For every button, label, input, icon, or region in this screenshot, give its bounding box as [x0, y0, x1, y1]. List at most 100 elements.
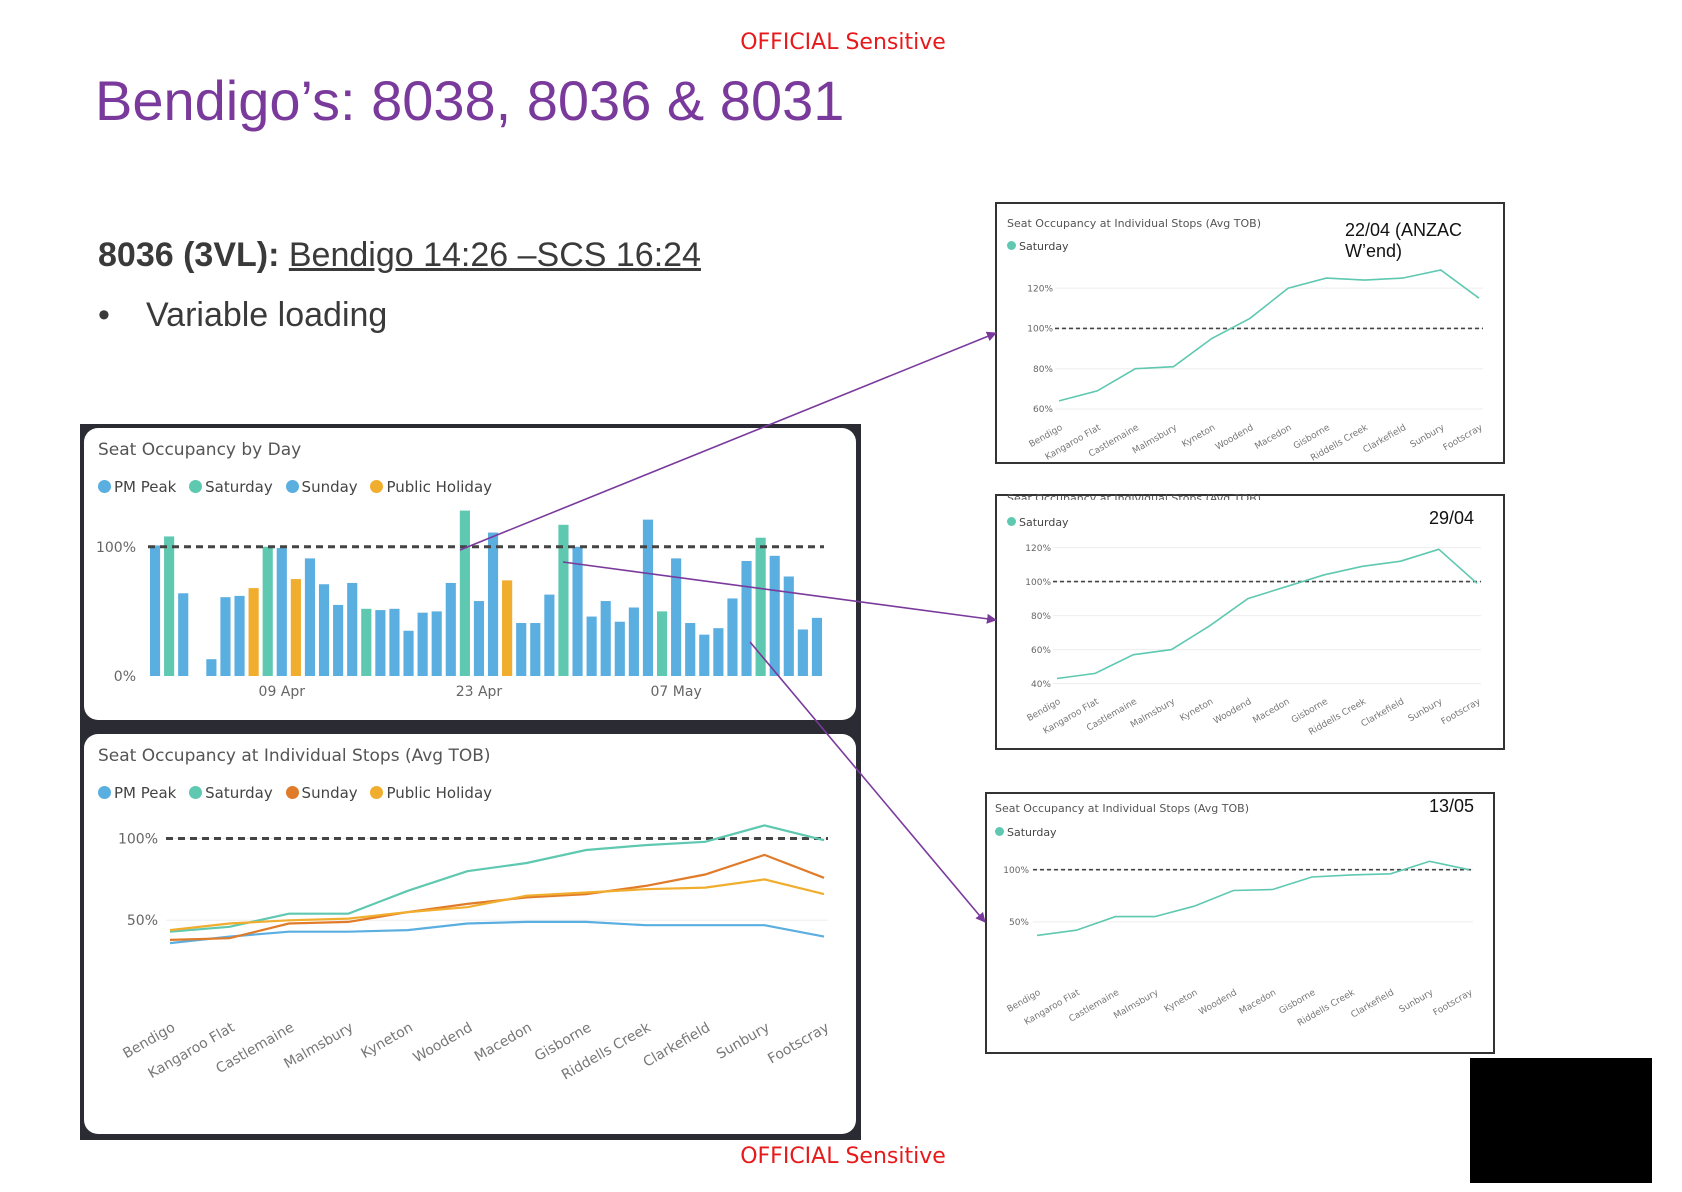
- bullet-item: • Variable loading: [98, 296, 387, 335]
- x-category-label: Kyneton: [1163, 988, 1200, 1015]
- redaction-block: [1470, 1058, 1652, 1183]
- service-route: Bendigo 14:26 –SCS 16:24: [288, 236, 701, 274]
- y-tick-label: 0%: [114, 669, 136, 685]
- inset-chart-2204: Seat Occupancy at Individual Stops (Avg …: [995, 202, 1505, 464]
- bar: [234, 595, 245, 676]
- legend-item-sunday: Sunday: [285, 784, 358, 802]
- bar: [516, 623, 527, 676]
- bar: [164, 536, 175, 676]
- series-line-saturday: [1036, 860, 1470, 937]
- bar: [685, 623, 696, 676]
- x-category-label: Woodend: [1197, 988, 1238, 1018]
- y-tick-label: 60%: [1031, 646, 1051, 656]
- x-category-label: Kyneton: [1181, 423, 1218, 450]
- bar: [671, 558, 682, 676]
- y-tick-label: 80%: [1031, 612, 1051, 622]
- legend-item-saturday: Saturday: [189, 784, 273, 802]
- seat-occupancy-by-day-card: Seat Occupancy by Day PM Peak Saturday S…: [84, 428, 856, 720]
- y-tick-label: 100%: [1003, 866, 1029, 876]
- inset-legend: Saturday: [1007, 240, 1069, 253]
- bar: [699, 634, 710, 676]
- x-tick-label: 09 Apr: [259, 684, 306, 700]
- y-tick-label: 100%: [96, 540, 136, 556]
- bar: [403, 630, 414, 676]
- bar: [628, 607, 639, 676]
- service-id: 8036 (3VL):: [98, 236, 280, 274]
- y-tick-label: 50%: [1009, 918, 1029, 928]
- bar: [769, 555, 780, 676]
- bar: [276, 548, 287, 676]
- bar: [389, 608, 400, 676]
- inset-date-annotation: 13/05: [1429, 796, 1475, 816]
- legend-item-sunday: Sunday: [285, 478, 358, 496]
- inset-legend: Saturday: [995, 826, 1057, 839]
- bar: [431, 611, 442, 676]
- series-line-saturday: [169, 824, 825, 933]
- bar-chart-svg: 0% 100% 09 Apr 23 Apr 07 May: [96, 510, 824, 700]
- series-line-saturday: [1056, 548, 1478, 680]
- bar: [642, 519, 654, 676]
- bar: [797, 629, 808, 676]
- bar: [375, 610, 386, 676]
- bar: [783, 576, 794, 676]
- bar: [473, 601, 485, 676]
- inset-title: Seat Occupancy at Individual Stops (Avg …: [1007, 217, 1262, 230]
- x-category-label: Clarkefield: [1360, 697, 1406, 730]
- x-category-label: Footscray: [1432, 988, 1475, 1019]
- bar: [600, 601, 611, 676]
- bar: [614, 621, 625, 676]
- bar: [713, 628, 724, 676]
- bar: [544, 594, 555, 676]
- x-category-label: Macedon: [1238, 988, 1278, 1017]
- classification-top: OFFICIAL Sensitive: [740, 30, 946, 55]
- bullet-text: Variable loading: [146, 296, 388, 334]
- bar: [530, 623, 541, 676]
- x-category-label: Sunbury: [1398, 988, 1436, 1016]
- y-tick-label: 80%: [1033, 365, 1053, 375]
- bar: [459, 510, 470, 676]
- bar: [149, 545, 161, 676]
- x-category-label: Clarkefield: [641, 1020, 713, 1071]
- slide-title: Bendigo’s: 8038, 8036 & 8031: [95, 69, 845, 132]
- x-category-label: Clarkefield: [1350, 988, 1396, 1021]
- bar: [262, 546, 273, 676]
- x-tick-label: 07 May: [651, 684, 702, 700]
- y-tick-label: 100%: [1025, 578, 1051, 588]
- legend-item-pm-peak: PM Peak: [98, 784, 176, 802]
- inset-title: Seat Occupancy at Individual Stops (Avg …: [1007, 492, 1262, 500]
- x-category-label: Macedon: [472, 1020, 535, 1066]
- bar: [290, 579, 301, 676]
- bar: [318, 584, 330, 676]
- inset-chart-2904: Seat Occupancy at Individual Stops (Avg …: [995, 492, 1505, 750]
- x-category-label: Woodend: [1212, 697, 1253, 727]
- bar: [811, 617, 823, 676]
- y-tick-label: 50%: [127, 913, 158, 929]
- bar: [586, 616, 597, 676]
- chart-legend: PM Peak Saturday Sunday Public Holiday: [98, 784, 500, 802]
- y-tick-label: 120%: [1025, 544, 1051, 554]
- x-category-label: Sunbury: [714, 1020, 773, 1063]
- legend-item-public-holiday: Public Holiday: [370, 784, 492, 802]
- series-line-pm-peak: [169, 920, 825, 945]
- x-tick-label: 23 Apr: [456, 684, 503, 700]
- x-category-label: Kyneton: [359, 1020, 416, 1062]
- bar: [727, 598, 738, 676]
- inset-title: Seat Occupancy at Individual Stops (Avg …: [995, 802, 1250, 815]
- y-tick-label: 100%: [1027, 325, 1053, 335]
- chart-legend: PM Peak Saturday Sunday Public Holiday: [98, 478, 500, 496]
- seat-occupancy-by-stop-card: Seat Occupancy at Individual Stops (Avg …: [84, 734, 856, 1134]
- bar: [572, 546, 583, 676]
- y-tick-label: 100%: [118, 831, 158, 847]
- bar: [248, 588, 259, 676]
- series-line-saturday: [1058, 269, 1480, 402]
- x-category-label: Macedon: [1253, 423, 1293, 452]
- bar: [656, 611, 668, 676]
- bar: [178, 593, 189, 676]
- inset-chart-1305: Seat Occupancy at Individual Stops (Avg …: [985, 792, 1495, 1054]
- legend-item-saturday: Saturday: [189, 478, 273, 496]
- chart-title: Seat Occupancy by Day: [98, 440, 302, 460]
- x-category-label: Kyneton: [1179, 697, 1216, 724]
- x-category-label: Footscray: [765, 1020, 832, 1068]
